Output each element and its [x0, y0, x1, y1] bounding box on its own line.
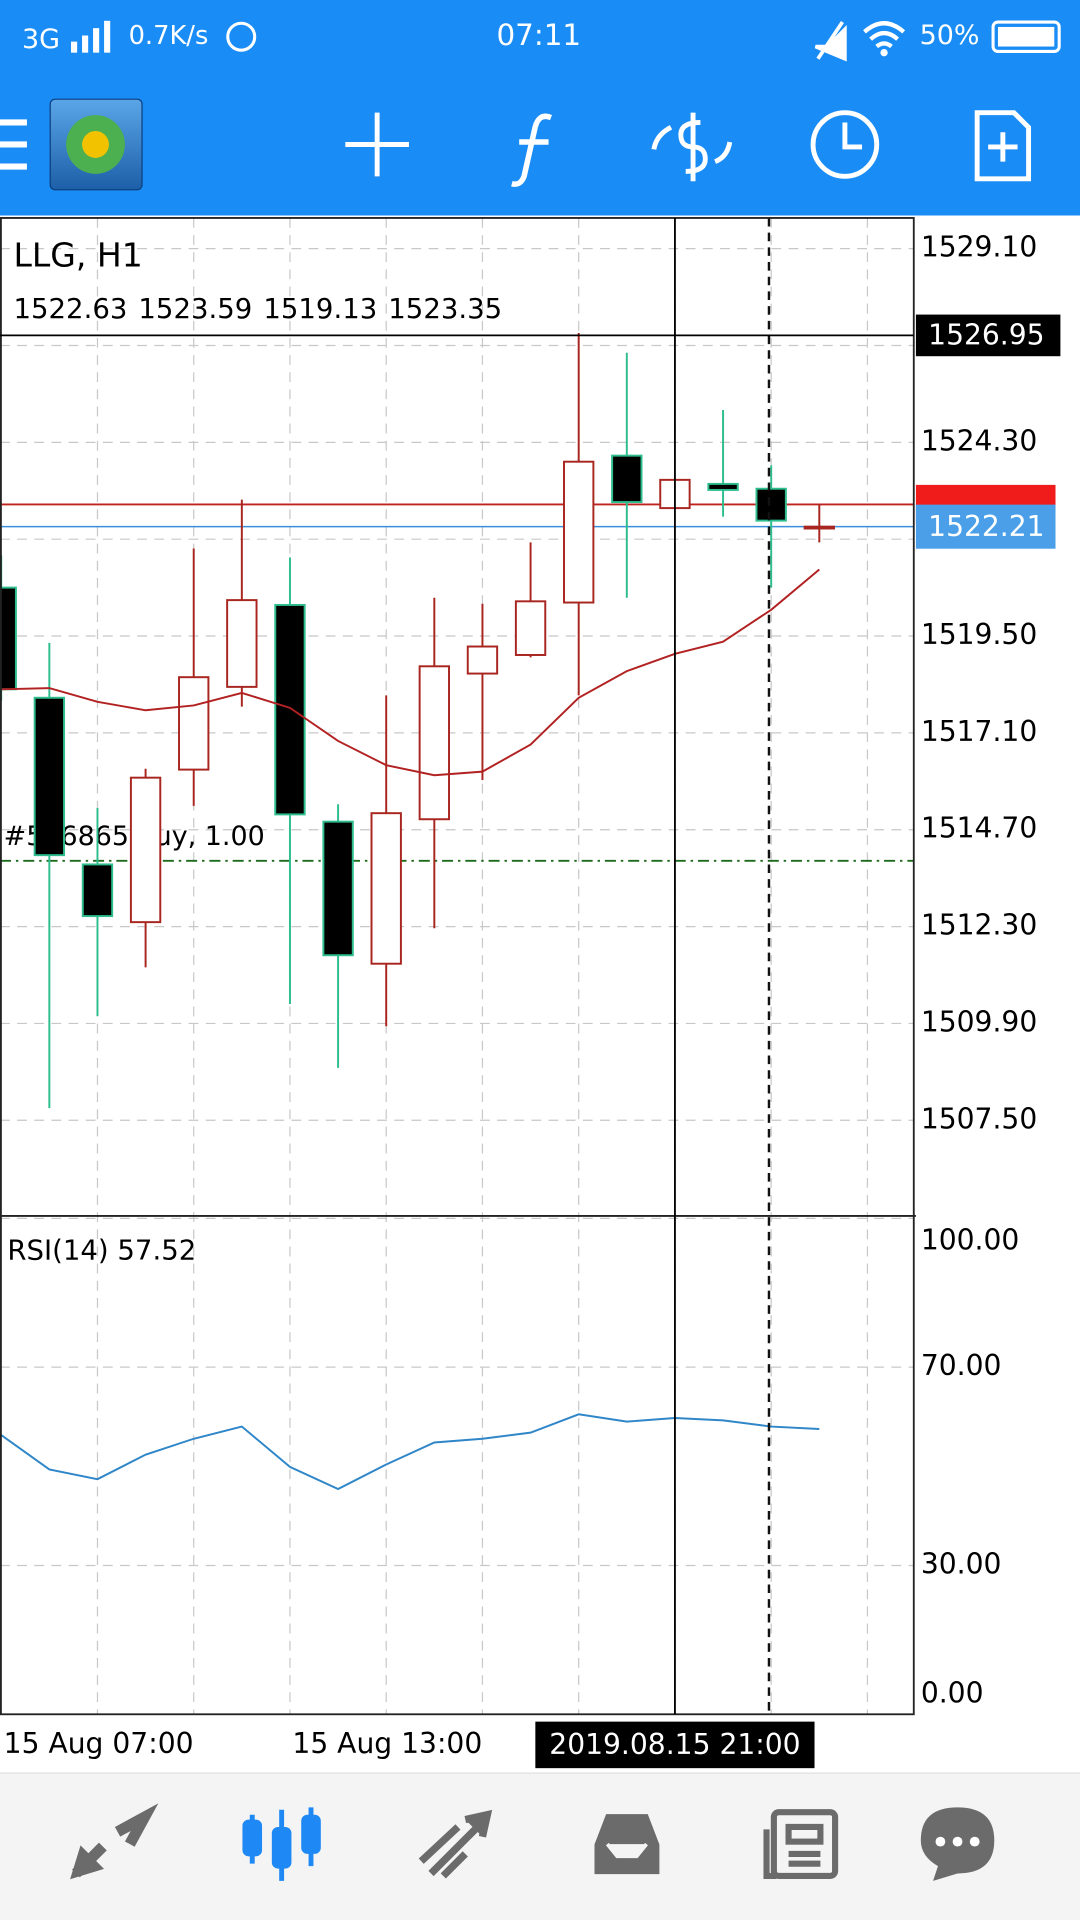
candle-body	[129, 776, 162, 924]
history-button[interactable]	[810, 110, 880, 179]
indicators-button[interactable]	[511, 113, 553, 187]
overlays: 2019.08.15 21:00 1522.21 1526.95	[0, 217, 1061, 1769]
candle-body	[81, 863, 114, 918]
ohlc-value: 1523.35	[388, 293, 502, 325]
net-speed: 0.7K/s	[129, 21, 209, 51]
candle-body	[33, 696, 66, 857]
history-tab[interactable]	[590, 1810, 664, 1878]
y-tick-label: 1519.50	[921, 618, 1037, 651]
rsi-line	[0, 1413, 820, 1491]
y-tick-label: 1512.30	[921, 909, 1037, 942]
y-tick-label: 1524.30	[921, 424, 1037, 457]
clock: 07:11	[496, 18, 581, 52]
y-tick-label: 70.00	[921, 1349, 1002, 1382]
ohlc-info: 1522.63 1523.59 1519.13 1523.35	[13, 293, 502, 325]
chart-tab[interactable]	[242, 1807, 321, 1881]
crosshair-price-box	[915, 314, 1061, 357]
chart-area	[0, 217, 1080, 1774]
new-order-button[interactable]	[974, 110, 1032, 182]
candle-body	[418, 665, 451, 821]
news-tab[interactable]	[763, 1809, 839, 1879]
crosshair-time-box	[535, 1721, 815, 1769]
candle-body	[370, 812, 402, 965]
crosshair-button[interactable]	[345, 112, 409, 177]
x-tick-label: 15 Aug 13:00	[292, 1727, 482, 1760]
symbol-title: LLG, H1	[13, 236, 142, 275]
y-tick-label: 1507.50	[921, 1102, 1037, 1135]
battery-fill	[997, 26, 1055, 47]
candle-body	[707, 482, 739, 491]
candle-body	[322, 820, 354, 957]
ohlc-value: 1519.13	[263, 293, 377, 325]
y-tick-label: 1509.90	[921, 1005, 1037, 1038]
crosshair-price: 1526.95	[928, 319, 1044, 352]
y-tick-label: 1517.10	[921, 715, 1037, 748]
status-icon	[226, 21, 257, 52]
candle-body	[755, 487, 787, 522]
indicator-label: RSI(14) 57.52	[7, 1234, 196, 1266]
bid-box	[915, 504, 1056, 549]
frame	[0, 217, 916, 1716]
candle-body	[611, 454, 643, 504]
mute-icon	[814, 21, 847, 62]
crosshair-time: 2019.08.15 21:00	[549, 1728, 800, 1761]
plot: #556865 buy, 1.00	[0, 332, 914, 1491]
quotes-tab[interactable]	[70, 1803, 159, 1880]
x-tick-label: 15 Aug 07:00	[4, 1727, 194, 1760]
signal-icon	[71, 20, 111, 53]
bottom-nav	[0, 1773, 1080, 1920]
y-tick-label: 30.00	[921, 1548, 1002, 1581]
wifi-icon	[863, 21, 906, 49]
candle-body	[0, 586, 17, 691]
trade-button[interactable]	[651, 112, 733, 182]
top-bar	[0, 0, 1080, 216]
ohlc-value: 1523.59	[138, 293, 252, 325]
candle-body	[563, 460, 595, 604]
app-icon-badge	[82, 131, 109, 158]
trade-tab[interactable]	[418, 1809, 493, 1879]
ohlc-value: 1522.63	[13, 293, 127, 325]
y-tick-label: 100.00	[921, 1224, 1020, 1257]
candle-body	[274, 603, 306, 816]
moving-average	[1, 568, 820, 777]
candle-body	[466, 645, 499, 675]
menu-button[interactable]	[0, 119, 27, 170]
candle-body	[803, 525, 835, 530]
wifi-dot	[880, 48, 888, 57]
candle-body	[514, 600, 547, 656]
bid-label: 1522.21	[928, 510, 1044, 543]
candle-body	[178, 676, 210, 771]
y-tick-label: 1529.10	[921, 231, 1037, 264]
y-tick-label: 0.00	[921, 1677, 984, 1710]
battery: 50%	[920, 20, 980, 51]
network: 3G	[22, 24, 60, 55]
y-tick-label: 1514.70	[921, 812, 1037, 845]
candle-body	[226, 599, 258, 688]
chat-tab[interactable]	[920, 1807, 995, 1881]
battery-icon	[991, 20, 1061, 53]
